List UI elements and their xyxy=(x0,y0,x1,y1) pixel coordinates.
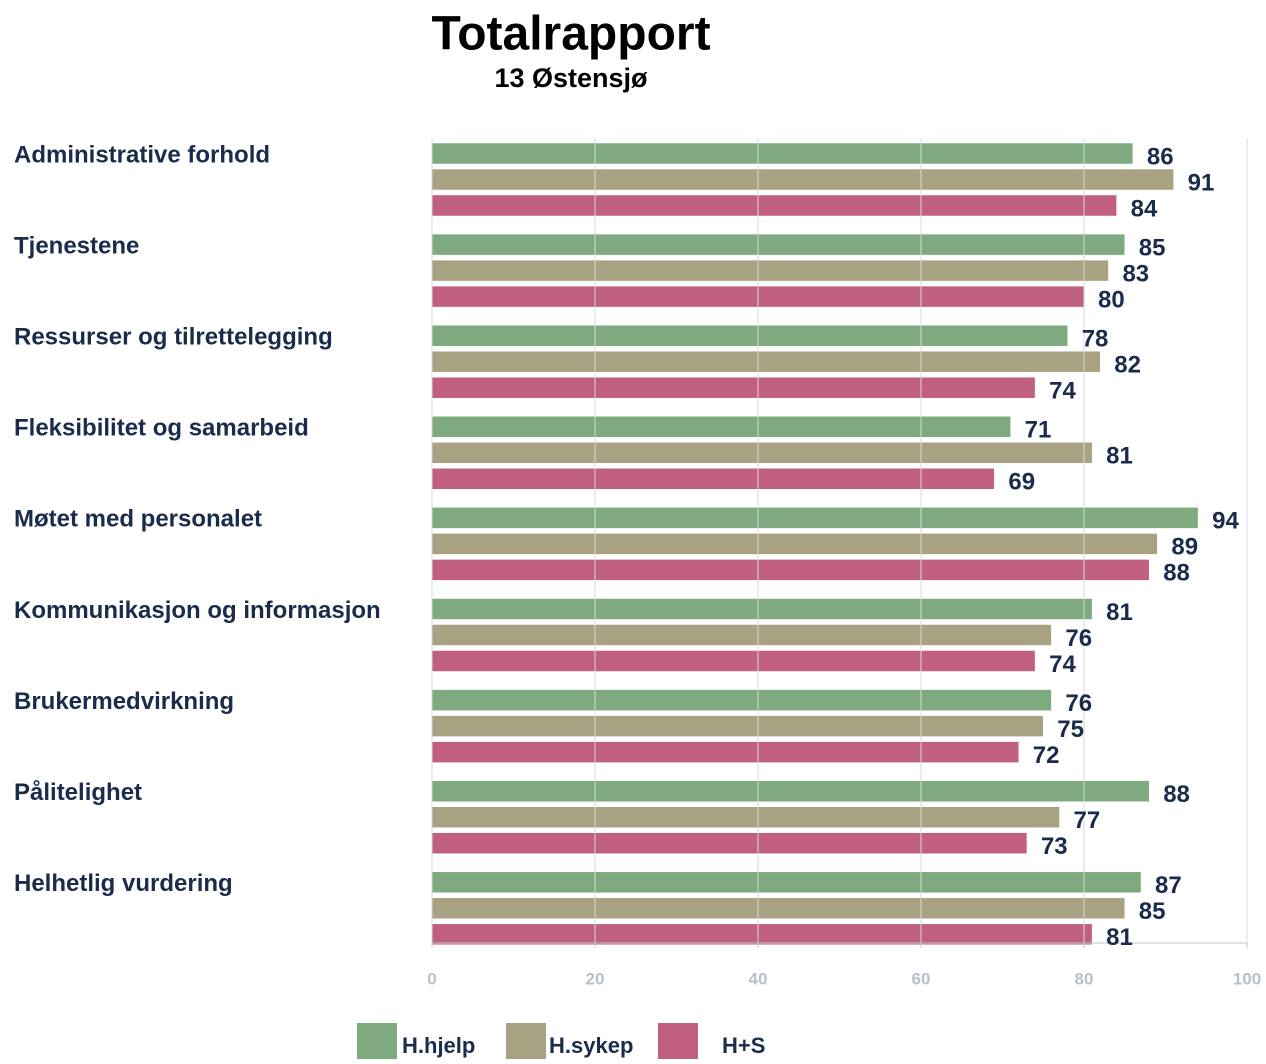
category-label: Tjenestene xyxy=(14,232,139,259)
bar xyxy=(431,442,1093,464)
category-label: Kommunikasjon og informasjon xyxy=(14,597,381,624)
value-label: 85 xyxy=(1139,234,1166,261)
chart-title: Totalrapport xyxy=(431,8,710,61)
bar xyxy=(431,923,1093,946)
bar xyxy=(431,350,1101,373)
bar xyxy=(431,897,1125,920)
bar xyxy=(431,871,1142,894)
bar xyxy=(431,832,1028,854)
bar xyxy=(431,168,1174,191)
bar xyxy=(431,324,1068,347)
bar xyxy=(431,689,1052,711)
category-label: Møtet med personalet xyxy=(14,506,262,533)
value-label: 82 xyxy=(1114,352,1141,379)
bar xyxy=(431,233,1125,256)
bar xyxy=(431,259,1109,282)
bar xyxy=(431,507,1199,529)
legend-swatch xyxy=(357,1023,397,1059)
value-label: 84 xyxy=(1131,195,1158,222)
value-label: 91 xyxy=(1188,169,1215,196)
bar xyxy=(431,650,1036,672)
category-label: Brukermedvirkning xyxy=(14,688,234,715)
bar xyxy=(431,194,1117,217)
x-tick-label: 80 xyxy=(1075,969,1094,988)
legend-label: H.hjelp xyxy=(402,1033,475,1058)
category-label: Fleksibilitet og samarbeid xyxy=(14,415,309,442)
value-label: 88 xyxy=(1163,560,1190,587)
value-label: 85 xyxy=(1139,898,1166,925)
legend-label: H.sykep xyxy=(549,1033,633,1058)
x-tick-label: 40 xyxy=(749,969,768,988)
bar xyxy=(431,416,1011,438)
bar xyxy=(431,142,1134,165)
chart-subtitle: 13 Østensjø xyxy=(494,63,648,93)
value-label: 77 xyxy=(1074,807,1101,834)
value-label: 71 xyxy=(1025,417,1052,444)
bar xyxy=(431,598,1093,620)
bar xyxy=(431,624,1052,646)
value-label: 75 xyxy=(1057,716,1084,743)
value-label: 81 xyxy=(1106,599,1133,626)
value-label: 87 xyxy=(1155,872,1182,899)
value-label: 94 xyxy=(1212,508,1239,535)
category-label: Pålitelighet xyxy=(14,779,142,806)
bar xyxy=(431,715,1044,737)
value-label: 86 xyxy=(1147,143,1174,170)
category-label: Ressurser og tilrettelegging xyxy=(14,324,333,351)
value-label: 76 xyxy=(1065,625,1092,652)
bar xyxy=(431,780,1150,802)
legend-swatch xyxy=(506,1023,546,1059)
bar xyxy=(431,806,1060,828)
bar xyxy=(431,741,1020,763)
bar xyxy=(431,559,1150,581)
x-tick-label: 0 xyxy=(427,969,436,988)
value-label: 81 xyxy=(1106,443,1133,470)
x-tick-label: 100 xyxy=(1233,969,1261,988)
value-label: 76 xyxy=(1065,690,1092,717)
value-label: 72 xyxy=(1033,742,1060,769)
value-label: 74 xyxy=(1049,651,1076,678)
legend-label: H+S xyxy=(722,1033,765,1058)
bar xyxy=(431,376,1036,399)
value-label: 78 xyxy=(1082,326,1109,353)
value-label: 69 xyxy=(1008,469,1035,496)
category-label: Helhetlig vurdering xyxy=(14,870,233,897)
x-tick-label: 60 xyxy=(912,969,931,988)
value-label: 89 xyxy=(1171,534,1198,561)
value-label: 80 xyxy=(1098,286,1125,313)
value-label: 74 xyxy=(1049,378,1076,405)
bar xyxy=(431,533,1158,555)
value-label: 81 xyxy=(1106,924,1133,951)
value-label: 88 xyxy=(1163,781,1190,808)
value-label: 83 xyxy=(1122,260,1149,287)
bar xyxy=(431,468,995,490)
legend-swatch xyxy=(658,1023,698,1059)
value-label: 73 xyxy=(1041,833,1068,860)
x-tick-label: 20 xyxy=(586,969,605,988)
category-label: Administrative forhold xyxy=(14,141,270,168)
